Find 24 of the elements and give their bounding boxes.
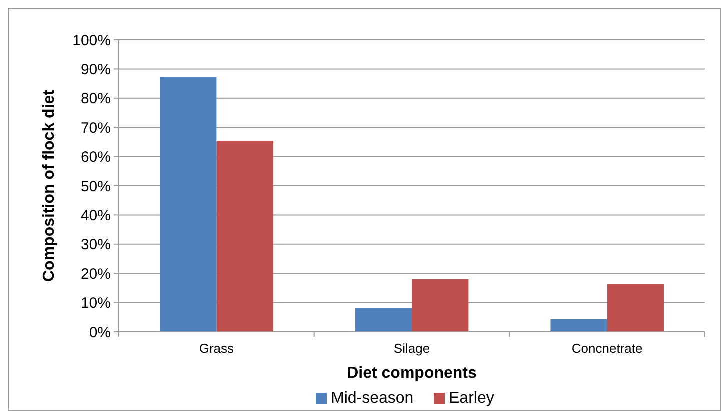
y-tick-label: 20%	[80, 266, 111, 283]
bar	[355, 308, 412, 332]
x-tick-label: Grass	[199, 341, 234, 356]
legend-label: Mid-season	[331, 390, 414, 407]
bar	[607, 284, 664, 332]
y-tick-label: 100%	[72, 32, 111, 50]
x-tick-label: Silage	[394, 341, 430, 356]
y-tick-label: 70%	[80, 120, 111, 137]
y-tick-label: 90%	[80, 61, 111, 78]
y-tick-label: 0%	[89, 324, 111, 342]
bar	[160, 77, 217, 332]
y-tick-label: 50%	[80, 178, 111, 196]
y-tick-label: 80%	[80, 90, 111, 108]
bar	[216, 141, 274, 332]
x-tick-label: Concnetrate	[572, 341, 643, 356]
y-tick-label: 60%	[80, 149, 111, 166]
legend-label: Earley	[449, 390, 494, 407]
x-axis-title: Diet components	[347, 365, 477, 382]
y-tick-label: 30%	[80, 236, 111, 254]
y-tick-label: 10%	[80, 295, 111, 312]
bar	[412, 279, 469, 332]
y-axis-title: Composition of flock diet	[41, 89, 58, 282]
bar	[550, 319, 608, 332]
y-tick-label: 40%	[80, 207, 111, 224]
